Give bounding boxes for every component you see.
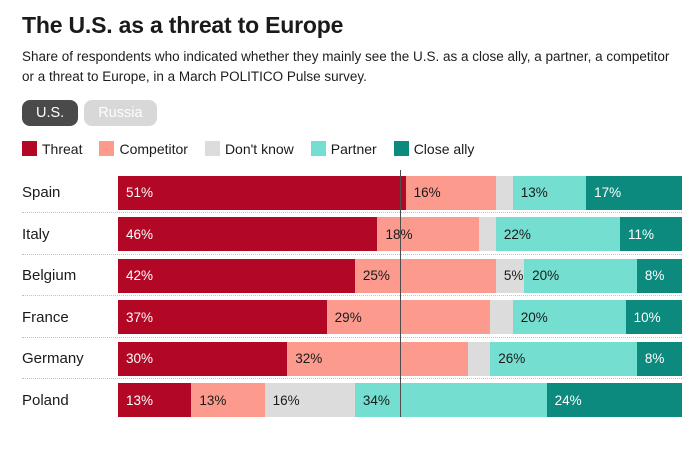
bar-value-label: 37% xyxy=(126,309,154,325)
bar-value-label: 25% xyxy=(362,268,390,284)
category-label: Spain xyxy=(22,184,61,202)
bar-segment-competitor: 25% xyxy=(354,258,496,293)
bar-segment-competitor: 32% xyxy=(287,341,468,376)
bar-value-label: 8% xyxy=(644,351,665,367)
bar-value-label: 32% xyxy=(295,351,323,367)
bar-value-label: 13% xyxy=(126,392,154,408)
bar-segment-competitor: 29% xyxy=(326,300,491,335)
legend-label: Partner xyxy=(330,140,377,157)
bar-segment-dont-know xyxy=(478,217,496,252)
bar-segment-competitor: 13% xyxy=(191,383,265,418)
category-label: Italy xyxy=(22,225,50,243)
chart-row: Italy 46% 18% 22% 11% xyxy=(0,213,700,255)
bar-segment-dont-know xyxy=(467,341,491,376)
bar-value-label: 29% xyxy=(334,309,362,325)
legend-swatch-threat xyxy=(22,141,37,157)
bar-value-label: 51% xyxy=(126,185,154,201)
chart-row: Poland 13% 13% 16% 34% 24% xyxy=(0,379,700,421)
bar-value-label: 42% xyxy=(126,268,154,284)
bar-segment-competitor: 18% xyxy=(377,217,479,252)
chart-row: France 37% 29% 20% 10% xyxy=(0,296,700,338)
bar-segment-threat: 46% xyxy=(118,217,378,252)
legend-swatch-close-ally xyxy=(393,141,409,157)
legend-item-partner: Partner xyxy=(310,140,377,157)
bar-segment-partner: 34% xyxy=(354,383,547,418)
bar-segment-partner: 20% xyxy=(512,300,626,335)
bar-segment-threat: 42% xyxy=(118,258,355,293)
bar-segment-threat: 13% xyxy=(118,383,192,418)
bar-segment-dont-know: 5% xyxy=(495,258,525,293)
bar-segment-close-ally: 8% xyxy=(636,341,682,376)
bar-segment-partner: 13% xyxy=(512,175,587,210)
bar-segment-dont-know: 16% xyxy=(264,383,355,418)
bar-value-label: 10% xyxy=(633,309,661,325)
bar-value-label: 26% xyxy=(498,351,526,367)
legend-swatch-dont-know xyxy=(204,141,220,157)
toggle-russia-button[interactable]: Russia xyxy=(84,99,157,126)
bar-value-label: 30% xyxy=(126,351,154,367)
stacked-bar: 51% 16% 13% 17% xyxy=(118,175,682,210)
bar-segment-competitor: 16% xyxy=(405,175,496,210)
legend-label: Don't know xyxy=(224,140,294,157)
bar-value-label: 22% xyxy=(503,226,531,242)
bar-value-label: 16% xyxy=(413,185,441,201)
bar-value-label: 46% xyxy=(126,226,154,242)
bar-segment-close-ally: 17% xyxy=(586,175,682,210)
bar-value-label: 20% xyxy=(532,268,560,284)
bar-segment-partner: 22% xyxy=(495,217,620,252)
dataset-toggle-group: U.S. Russia xyxy=(22,99,678,126)
category-label: Poland xyxy=(22,391,69,409)
bar-value-label: 24% xyxy=(554,392,582,408)
legend-label: Competitor xyxy=(119,140,188,157)
legend-item-close-ally: Close ally xyxy=(393,140,475,157)
toggle-us-button[interactable]: U.S. xyxy=(22,99,79,126)
chart-rows: Spain 51% 16% 13% 17% Italy 46% 18% 22% 11% Belgiu… xyxy=(0,172,700,421)
bar-value-label: 20% xyxy=(520,309,548,325)
bar-segment-threat: 30% xyxy=(118,341,288,376)
category-label: Belgium xyxy=(22,267,77,285)
bar-value-label: 13% xyxy=(199,392,227,408)
legend-item-competitor: Competitor xyxy=(99,140,188,157)
chart-row: Germany 30% 32% 26% 8% xyxy=(0,338,700,380)
stacked-bar-chart: Spain 51% 16% 13% 17% Italy 46% 18% 22% 11% Belgiu… xyxy=(0,169,700,421)
bar-segment-dont-know xyxy=(490,300,513,335)
legend-swatch-competitor xyxy=(99,141,115,157)
bar-value-label: 17% xyxy=(594,185,622,201)
bar-value-label: 8% xyxy=(644,268,665,284)
stacked-bar: 30% 32% 26% 8% xyxy=(118,341,682,376)
bar-value-label: 34% xyxy=(362,392,390,408)
stacked-bar: 37% 29% 20% 10% xyxy=(118,300,682,335)
bar-value-label: 13% xyxy=(520,185,548,201)
category-label: France xyxy=(22,308,69,326)
chart-subtitle: Share of respondents who indicated wheth… xyxy=(22,49,670,84)
bar-segment-close-ally: 24% xyxy=(546,383,682,418)
legend-item-dont-know: Don't know xyxy=(204,140,294,157)
chart-row: Spain 51% 16% 13% 17% xyxy=(0,172,700,214)
bar-value-label: 16% xyxy=(272,392,300,408)
bar-segment-threat: 51% xyxy=(118,175,406,210)
bar-value-label: 5% xyxy=(503,268,524,284)
bar-segment-close-ally: 11% xyxy=(619,217,682,252)
bar-segment-dont-know xyxy=(495,175,513,210)
bar-segment-partner: 20% xyxy=(524,258,637,293)
legend-label: Close ally xyxy=(413,140,475,157)
stacked-bar: 13% 13% 16% 34% 24% xyxy=(118,383,682,418)
chart-row: Belgium 42% 25% 5% 20% 8% xyxy=(0,255,700,297)
bar-segment-partner: 26% xyxy=(490,341,637,376)
stacked-bar: 42% 25% 5% 20% 8% xyxy=(118,258,682,293)
category-label: Germany xyxy=(22,350,84,368)
legend: Threat Competitor Don't know Partner Close a… xyxy=(22,141,678,157)
bar-segment-threat: 37% xyxy=(118,300,327,335)
page-title: The U.S. as a threat to Europe xyxy=(22,12,344,38)
reference-line-50pct xyxy=(400,169,401,417)
legend-label: Threat xyxy=(42,140,83,157)
legend-item-threat: Threat xyxy=(22,141,82,157)
bar-value-label: 11% xyxy=(627,226,654,242)
bar-value-label: 18% xyxy=(385,226,413,242)
stacked-bar: 46% 18% 22% 11% xyxy=(118,217,682,252)
bar-segment-close-ally: 10% xyxy=(625,300,682,335)
legend-swatch-partner xyxy=(310,141,326,157)
bar-segment-close-ally: 8% xyxy=(636,258,682,293)
